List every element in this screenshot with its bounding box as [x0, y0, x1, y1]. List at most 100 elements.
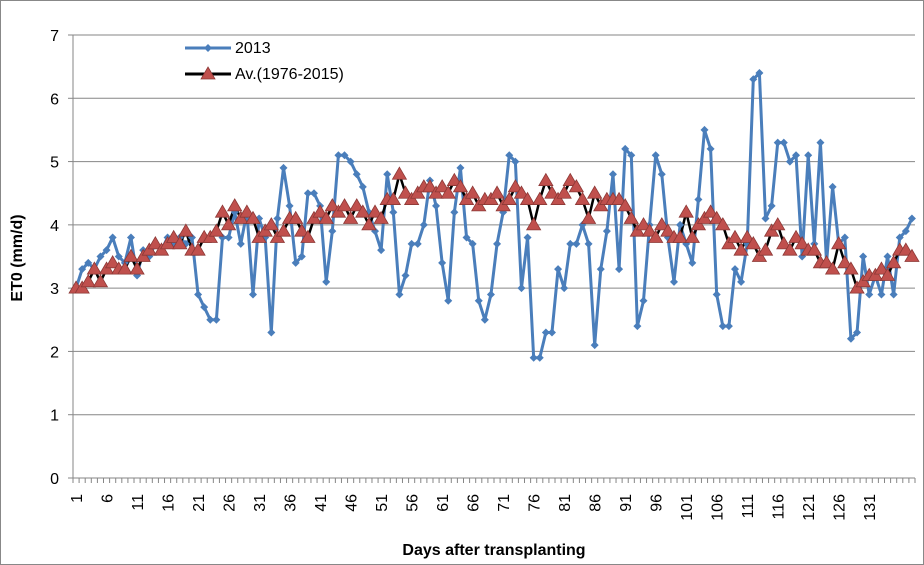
point: [877, 290, 886, 299]
point: [220, 217, 237, 231]
point: [676, 220, 685, 229]
point: [541, 328, 550, 337]
point: [684, 229, 700, 243]
point: [617, 198, 633, 212]
point: [770, 217, 786, 231]
point: [349, 198, 365, 212]
point: [397, 185, 414, 199]
point: [885, 255, 902, 269]
point: [383, 170, 392, 179]
y-tick-label: 4: [50, 218, 59, 235]
legend-marker: [204, 44, 212, 52]
point: [114, 252, 123, 261]
point: [275, 223, 292, 237]
point: [285, 201, 294, 210]
point: [92, 274, 109, 288]
point: [434, 179, 450, 193]
point: [700, 125, 709, 134]
point: [322, 277, 331, 286]
point: [450, 208, 459, 217]
point: [456, 163, 465, 172]
legend-label: Av.(1976-2015): [235, 66, 344, 83]
point: [172, 236, 188, 250]
point: [444, 296, 453, 305]
point: [560, 284, 569, 293]
point: [639, 296, 648, 305]
point: [248, 290, 257, 299]
point: [853, 328, 862, 337]
point: [452, 179, 469, 193]
point: [318, 210, 334, 224]
point: [462, 233, 471, 242]
point: [554, 265, 563, 274]
point: [633, 322, 642, 331]
point: [883, 252, 892, 261]
point: [312, 204, 328, 218]
point: [464, 185, 481, 199]
point: [904, 248, 920, 262]
point: [898, 242, 914, 256]
point: [80, 274, 96, 288]
x-tick-label: 71: [496, 494, 513, 512]
point: [303, 189, 312, 198]
point: [352, 170, 361, 179]
point: [523, 233, 532, 242]
point: [635, 217, 652, 231]
point: [586, 185, 603, 199]
point: [715, 217, 731, 231]
point: [300, 229, 316, 243]
x-tick-label: 61: [435, 494, 452, 512]
point: [224, 233, 233, 242]
point: [615, 265, 624, 274]
point: [556, 185, 572, 199]
point: [895, 233, 904, 242]
point: [336, 198, 353, 212]
point: [672, 229, 688, 243]
point: [236, 239, 245, 248]
point: [773, 138, 782, 147]
point: [489, 185, 505, 199]
point: [294, 223, 310, 237]
x-tick-label: 36: [283, 494, 300, 512]
point: [446, 172, 463, 186]
point: [480, 315, 489, 324]
point: [804, 151, 813, 160]
x-tick-label: 31: [252, 494, 269, 512]
point: [767, 201, 776, 210]
point: [574, 191, 591, 205]
point: [846, 334, 855, 343]
point: [879, 267, 896, 281]
point: [519, 191, 536, 205]
point: [654, 217, 670, 231]
point: [907, 214, 916, 223]
point: [535, 353, 544, 362]
point: [776, 236, 792, 250]
point: [78, 265, 87, 274]
point: [407, 239, 416, 248]
point: [739, 229, 755, 243]
point: [501, 191, 517, 205]
point: [660, 223, 676, 237]
point: [544, 185, 560, 199]
point: [438, 258, 447, 267]
point: [513, 185, 530, 199]
point: [102, 246, 111, 255]
point: [84, 258, 93, 267]
point: [245, 210, 261, 224]
point: [486, 290, 495, 299]
point: [342, 210, 359, 224]
x-tick-label: 1: [69, 494, 86, 503]
point: [816, 138, 825, 147]
point: [310, 189, 319, 198]
x-tick-label: 96: [649, 494, 666, 512]
x-tick-label: 126: [832, 494, 849, 521]
point: [779, 138, 788, 147]
point: [367, 204, 383, 218]
point: [117, 261, 133, 275]
point: [511, 157, 520, 166]
x-tick-label: 41: [313, 494, 330, 512]
point: [788, 229, 804, 243]
